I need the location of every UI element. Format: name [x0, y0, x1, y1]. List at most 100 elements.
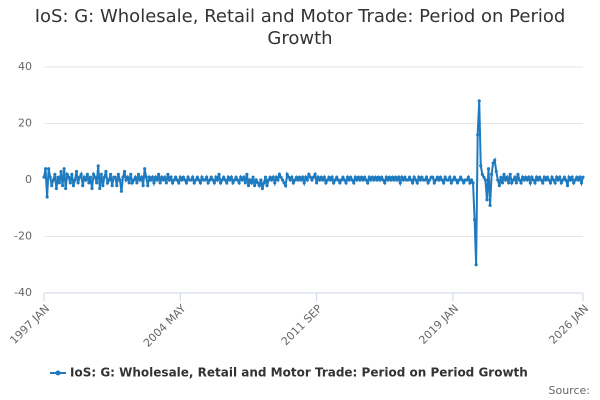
point: [417, 175, 421, 179]
point: [181, 175, 185, 179]
point: [253, 184, 257, 188]
point: [95, 181, 99, 185]
point: [280, 178, 285, 182]
point: [406, 178, 410, 182]
point: [62, 167, 66, 171]
point: [208, 178, 212, 182]
point: [209, 175, 213, 179]
point: [539, 178, 543, 182]
point: [443, 175, 447, 179]
point: [311, 175, 316, 179]
point: [118, 178, 122, 182]
point: [60, 184, 65, 188]
point: [157, 172, 161, 176]
point: [344, 181, 348, 185]
point: [550, 175, 554, 179]
point: [191, 175, 195, 179]
point: [76, 181, 80, 185]
point: [146, 184, 150, 188]
point: [141, 184, 145, 188]
point: [321, 178, 325, 182]
source: Source:: [549, 384, 591, 397]
point: [78, 175, 82, 179]
point: [486, 167, 491, 171]
point: [366, 181, 370, 185]
point: [96, 164, 100, 168]
point: [426, 181, 430, 185]
point: [420, 175, 424, 179]
point: [195, 175, 199, 179]
point: [82, 175, 86, 179]
point: [98, 186, 102, 191]
point: [356, 175, 361, 179]
point: [541, 181, 545, 185]
point: [277, 172, 282, 176]
point: [398, 181, 402, 185]
point: [242, 175, 246, 179]
point: [122, 169, 127, 174]
point: [332, 181, 336, 185]
point: [510, 181, 514, 185]
point: [448, 175, 452, 179]
point: [376, 175, 381, 179]
point: [431, 175, 435, 179]
x-tick-label: 2026 JAN: [546, 302, 591, 347]
point: [491, 161, 495, 165]
point: [155, 178, 159, 182]
point: [548, 181, 553, 185]
point: [517, 178, 522, 182]
point: [531, 178, 536, 182]
point: [138, 178, 142, 182]
point: [525, 178, 529, 182]
point: [172, 178, 176, 182]
point: [266, 178, 271, 182]
point: [308, 175, 313, 179]
point: [116, 172, 120, 176]
point: [424, 175, 429, 179]
point: [559, 181, 563, 185]
point: [249, 181, 254, 185]
point: [144, 175, 148, 179]
point: [575, 175, 579, 179]
point: [472, 217, 477, 222]
point: [211, 178, 215, 182]
point: [297, 175, 302, 179]
point: [243, 181, 247, 185]
point: [150, 175, 155, 179]
point: [265, 184, 269, 188]
point: [220, 178, 224, 182]
point: [109, 172, 113, 176]
point: [449, 181, 453, 185]
point: [105, 181, 110, 185]
point: [132, 178, 136, 182]
point: [104, 169, 108, 174]
point: [353, 175, 357, 179]
point: [345, 175, 350, 179]
point: [440, 178, 444, 182]
point: [397, 175, 401, 179]
point: [556, 178, 560, 182]
point: [287, 175, 291, 179]
point: [442, 181, 446, 185]
point: [228, 178, 232, 182]
point: [341, 175, 345, 179]
point: [232, 178, 237, 182]
point: [310, 178, 314, 182]
point: [285, 172, 289, 176]
point: [88, 175, 93, 179]
point: [338, 181, 342, 185]
point: [274, 175, 278, 179]
y-tick-label: 40: [18, 60, 32, 73]
point: [325, 178, 330, 182]
point: [64, 186, 68, 191]
point: [401, 178, 405, 182]
point: [290, 175, 294, 179]
point: [324, 181, 328, 185]
point: [79, 172, 83, 176]
point: [110, 184, 114, 188]
point: [234, 175, 238, 179]
point: [102, 175, 107, 179]
point: [457, 178, 461, 182]
point: [197, 178, 201, 182]
point: [81, 184, 85, 188]
